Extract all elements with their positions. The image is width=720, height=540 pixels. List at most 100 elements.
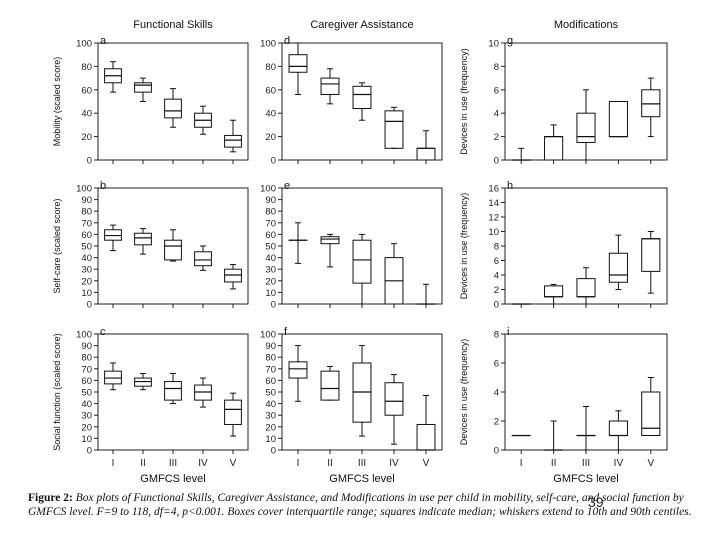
box-h-IV: [608, 234, 628, 290]
box-a-I: [104, 61, 122, 93]
box-f-IV: [384, 374, 404, 445]
iqr-box: [641, 238, 661, 272]
box-e-I: [288, 222, 308, 264]
y-tick-label-i: 6: [494, 359, 499, 370]
y-tick-label-e: 50: [265, 242, 276, 253]
y-tick-label-f: 70: [265, 364, 276, 375]
box-b-III: [164, 229, 182, 262]
box-g-V: [641, 77, 661, 138]
panel-title-d: Caregiver Assistance: [310, 19, 413, 31]
y-tick-label-f: 100: [260, 330, 276, 341]
y-tick-label-a: 40: [81, 109, 92, 120]
y-tick-label-a: 20: [81, 132, 92, 143]
y-tick-label-f: 50: [265, 388, 276, 399]
y-tick-label-d: 0: [271, 156, 276, 167]
y-tick-label-c: 10: [81, 434, 92, 445]
box-i-III: [576, 406, 596, 451]
panel-letter-g: g: [507, 35, 513, 47]
y-tick-label-g: 6: [494, 85, 499, 96]
y-tick-label-c: 0: [87, 446, 92, 457]
y-tick-label-c: 60: [81, 376, 92, 387]
y-tick-label-f: 10: [265, 434, 276, 445]
y-tick-label-g: 10: [488, 39, 499, 50]
caption-label: Figure 2:: [28, 492, 73, 504]
panel-letter-e: e: [284, 180, 290, 192]
x-tick-label-f: III: [358, 458, 366, 469]
panel-title-g: Modifications: [554, 19, 619, 31]
iqr-box: [384, 382, 404, 416]
iqr-box: [416, 147, 436, 161]
y-tick-label-c: 80: [81, 353, 92, 364]
y-tick-label-g: 8: [494, 62, 499, 73]
x-tick-label-c: III: [169, 458, 177, 469]
y-tick-label-d: 80: [265, 62, 276, 73]
y-tick-label-i: 0: [494, 446, 499, 457]
box-c-III: [164, 372, 182, 405]
y-tick-label-b: 70: [81, 218, 92, 229]
y-tick-label-b: 80: [81, 207, 92, 218]
y-tick-label-b: 100: [76, 184, 92, 195]
x-tick-label-c: I: [112, 458, 115, 469]
box-a-III: [164, 88, 182, 128]
y-tick-label-b: 90: [81, 195, 92, 206]
y-tick-label-e: 20: [265, 276, 276, 287]
iqr-box: [164, 381, 182, 401]
y-tick-label-i: 2: [494, 417, 499, 428]
box-a-II: [134, 77, 152, 102]
figure-caption: Figure 2: Box plots of Functional Skills…: [28, 492, 708, 519]
panel-a: 0 20 40 60 80 100 a Functional Skills Mobility (…: [52, 19, 249, 167]
iqr-box: [224, 134, 242, 148]
panel-h: 0 2 4 6 8 10 12 14 16 h Devices in use (frequency): [459, 180, 668, 311]
y-tick-label-h: 0: [494, 300, 499, 311]
y-axis-label-g: Devices in use (frequency): [459, 48, 469, 155]
box-g-II: [544, 124, 564, 161]
y-tick-label-h: 10: [488, 227, 499, 238]
y-tick-label-f: 30: [265, 411, 276, 422]
y-tick-label-h: 6: [494, 256, 499, 267]
plot-frame-c: [97, 333, 249, 451]
x-tick-label-f: IV: [389, 458, 399, 469]
box-h-V: [641, 231, 661, 294]
panel-letter-b: b: [100, 180, 106, 192]
iqr-box: [320, 370, 340, 401]
box-b-II: [134, 228, 152, 255]
x-tick-label-i: IV: [614, 458, 624, 469]
box-g-III: [576, 89, 596, 161]
panel-letter-c: c: [100, 326, 106, 338]
box-c-IV: [194, 377, 212, 408]
iqr-box: [164, 239, 182, 261]
y-tick-label-f: 40: [265, 399, 276, 410]
y-tick-label-e: 10: [265, 288, 276, 299]
iqr-box: [608, 252, 628, 283]
y-tick-label-e: 100: [260, 184, 276, 195]
box-g-IV: [608, 101, 628, 138]
iqr-box: [134, 82, 152, 93]
box-b-V: [224, 264, 242, 290]
x-tick-label-i: III: [582, 458, 590, 469]
box-a-IV: [194, 105, 212, 135]
panel-letter-d: d: [284, 35, 290, 47]
box-d-II: [320, 68, 340, 105]
box-c-V: [224, 392, 242, 437]
y-tick-label-d: 40: [265, 109, 276, 120]
y-tick-label-c: 20: [81, 422, 92, 433]
iqr-box: [164, 98, 182, 119]
x-tick-label-f: V: [423, 458, 430, 469]
y-tick-label-h: 4: [494, 271, 499, 282]
y-tick-label-e: 30: [265, 265, 276, 276]
iqr-box: [288, 361, 308, 379]
box-a-V: [224, 119, 242, 153]
y-tick-label-b: 40: [81, 253, 92, 264]
box-i-V: [641, 377, 661, 436]
iqr-box: [608, 101, 628, 138]
y-tick-label-e: 90: [265, 195, 276, 206]
box-f-III: [352, 345, 372, 437]
box-d-IV: [384, 106, 404, 149]
box-f-V: [416, 394, 436, 451]
x-tick-label-c: II: [140, 458, 146, 469]
panel-letter-f: f: [284, 326, 288, 338]
y-tick-label-b: 20: [81, 276, 92, 287]
